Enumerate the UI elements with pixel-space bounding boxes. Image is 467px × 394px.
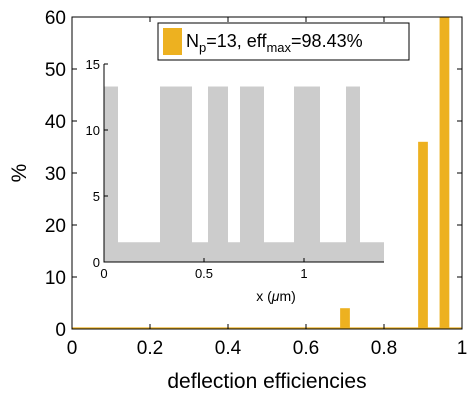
- main-y-tick-label: 0: [55, 320, 66, 341]
- inset-x-axis-label-prefix: x (: [256, 288, 272, 304]
- inset-x-tick-label: 0: [100, 266, 107, 281]
- legend: Np=13, effmax=98.43%: [157, 22, 410, 61]
- main-y-tick-label: 10: [45, 268, 66, 289]
- inset-x-axis-label-suffix: m): [279, 288, 295, 304]
- inset-y-ticks: 0 5 10 15: [86, 57, 108, 270]
- main-x-tick-label: 0.4: [215, 338, 242, 359]
- bar-1: [418, 141, 428, 329]
- legend-text-sub2: max: [266, 40, 291, 55]
- inset-x-axis-label-mu: μ: [271, 288, 280, 304]
- main-y-tick-label: 60: [45, 8, 66, 29]
- inset-y-tick-label: 15: [86, 57, 100, 72]
- main-x-tick-label: 0.2: [137, 338, 163, 359]
- inset-x-ticks: 0 0.5 1: [100, 258, 308, 281]
- inset-y-tick-label: 0: [93, 255, 100, 270]
- main-x-ticks: 0 0.2 0.4 0.6 0.8 1: [67, 17, 467, 359]
- bar-2: [439, 17, 450, 329]
- main-y-tick-label: 40: [45, 112, 66, 133]
- main-x-tick-label: 0.8: [371, 338, 397, 359]
- inset-y-tick-label: 5: [93, 189, 100, 204]
- inset-y-tick-label: 10: [86, 123, 100, 138]
- inset-x-tick-label: 0.5: [195, 266, 213, 281]
- inset-grating-profile: [104, 86, 384, 262]
- bar-0: [340, 308, 350, 329]
- inset-x-axis-label: x (μm): [256, 288, 296, 304]
- main-y-tick-label: 50: [45, 60, 66, 81]
- main-bars: [340, 17, 450, 329]
- legend-text-sub1: p: [199, 40, 206, 55]
- legend-entry: Np=13, effmax=98.43%: [186, 31, 363, 55]
- legend-text-main: N: [186, 31, 199, 51]
- main-x-tick-label: 0.6: [293, 338, 319, 359]
- legend-box: [157, 22, 410, 61]
- main-x-axis-label: deflection efficiencies: [167, 370, 366, 393]
- main-y-axis-label: %: [8, 164, 31, 183]
- main-x-tick-label: 0: [67, 338, 78, 359]
- legend-text-end: =98.43%: [291, 31, 363, 51]
- inset-x-tick-label: 1: [300, 266, 307, 281]
- main-y-tick-label: 30: [45, 164, 66, 185]
- main-y-tick-label: 20: [45, 216, 66, 237]
- main-x-tick-label: 1: [457, 338, 467, 359]
- legend-swatch: [163, 28, 182, 55]
- legend-text-mid: =13, eff: [206, 31, 267, 51]
